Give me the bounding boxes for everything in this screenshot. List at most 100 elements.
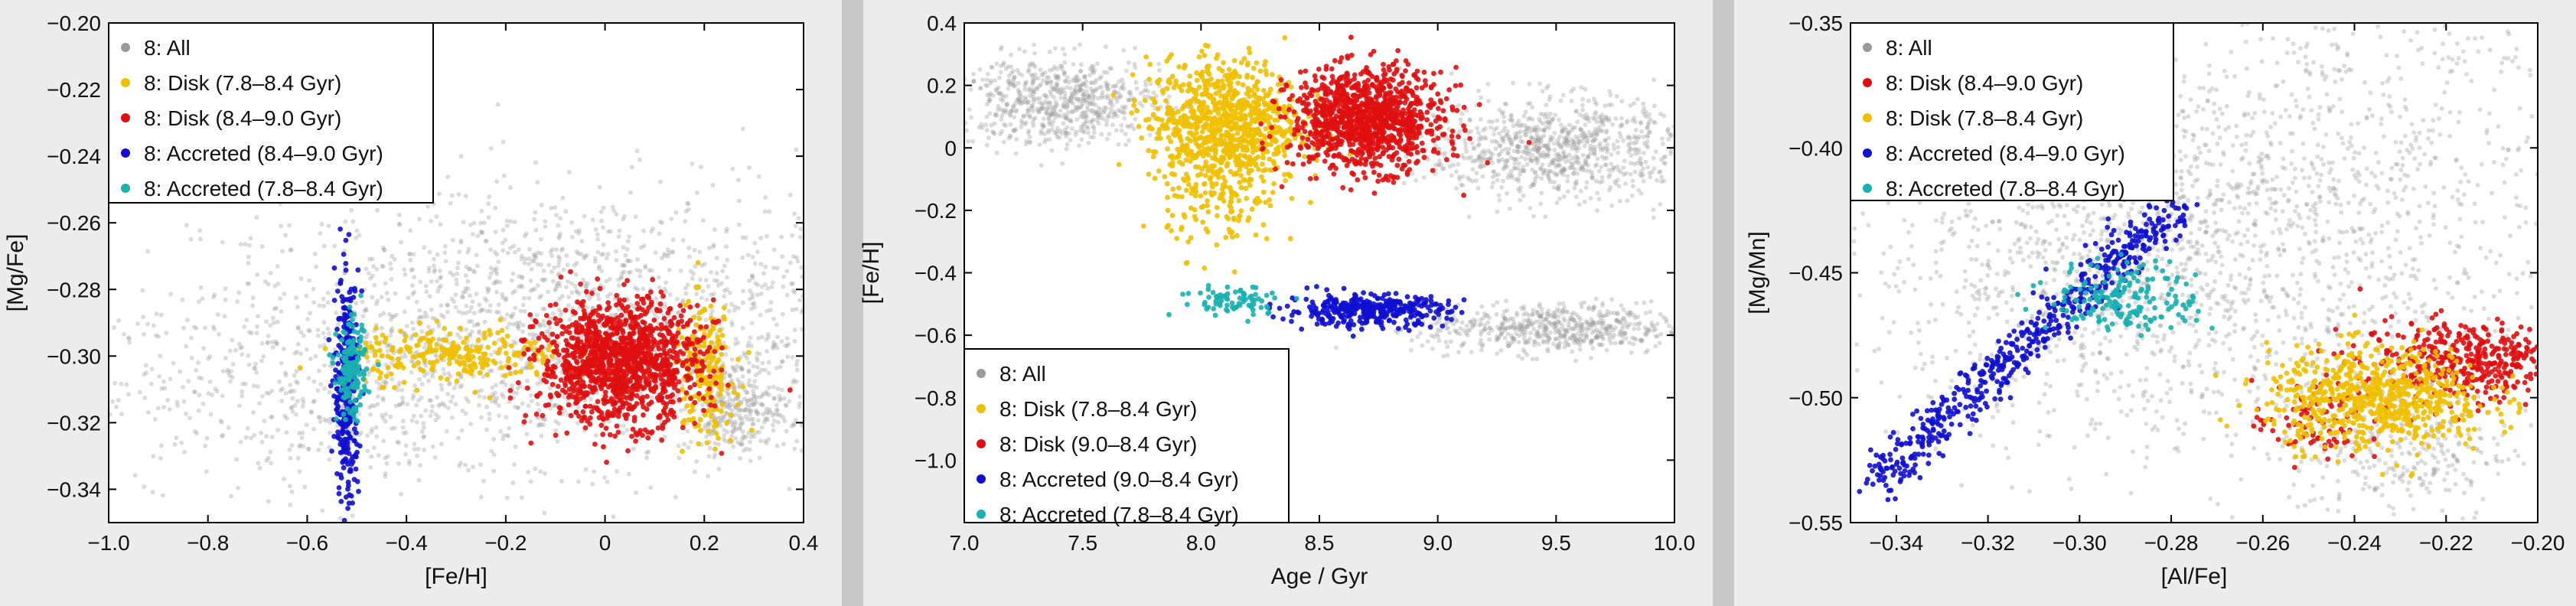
point	[1088, 135, 1094, 140]
point	[671, 414, 677, 420]
point	[194, 325, 199, 331]
point	[278, 296, 283, 301]
point	[690, 276, 695, 281]
point	[539, 262, 543, 268]
point	[771, 418, 777, 423]
point	[1075, 106, 1081, 112]
point	[416, 398, 422, 403]
point	[382, 339, 388, 345]
point	[380, 396, 386, 401]
point	[558, 216, 563, 221]
point	[627, 363, 632, 369]
point	[724, 410, 729, 415]
point	[341, 464, 347, 471]
point	[229, 494, 233, 499]
point	[800, 308, 804, 313]
point	[720, 417, 726, 422]
point	[574, 288, 579, 293]
point	[455, 371, 461, 376]
point	[504, 495, 510, 500]
point	[439, 283, 443, 288]
point	[372, 353, 378, 358]
point	[781, 415, 786, 420]
point	[660, 425, 666, 432]
point	[520, 284, 525, 289]
point	[613, 390, 619, 396]
point	[600, 363, 606, 370]
point	[341, 411, 347, 417]
point	[1088, 86, 1094, 91]
point	[301, 333, 306, 338]
point	[576, 405, 581, 410]
point	[574, 360, 580, 366]
point	[457, 249, 462, 255]
pane-divider-2[interactable]	[1713, 0, 1734, 606]
point	[261, 354, 266, 359]
point	[659, 382, 665, 387]
point	[184, 223, 189, 228]
point	[370, 273, 375, 279]
point	[266, 282, 271, 287]
point	[1072, 88, 1078, 93]
point	[596, 318, 602, 324]
point	[353, 466, 359, 472]
point	[774, 408, 780, 413]
point	[1098, 112, 1104, 118]
point	[774, 322, 779, 327]
point	[706, 344, 712, 350]
point	[676, 379, 682, 385]
point	[758, 262, 764, 267]
point	[657, 352, 664, 358]
point	[593, 226, 598, 232]
point	[1094, 61, 1100, 67]
point	[698, 377, 704, 383]
point	[787, 192, 793, 197]
point	[311, 399, 316, 405]
point	[676, 357, 681, 363]
point	[484, 362, 490, 368]
point	[664, 394, 670, 400]
point	[781, 441, 786, 447]
point	[297, 469, 302, 474]
point	[526, 262, 531, 266]
point	[493, 400, 498, 406]
point	[539, 203, 544, 207]
point	[786, 341, 791, 347]
point	[523, 412, 529, 419]
point	[289, 406, 294, 411]
point	[402, 350, 407, 356]
point	[1094, 86, 1099, 92]
point	[343, 261, 349, 266]
point	[556, 360, 560, 365]
point	[752, 301, 757, 306]
point	[562, 308, 569, 313]
point	[621, 431, 625, 435]
point	[390, 326, 395, 331]
point	[290, 396, 295, 401]
point	[510, 311, 516, 317]
point	[784, 292, 790, 298]
point	[154, 311, 159, 317]
point	[331, 265, 337, 271]
point	[1064, 130, 1069, 135]
point	[996, 103, 1001, 109]
point	[770, 413, 775, 419]
point	[748, 458, 753, 464]
point	[656, 397, 662, 403]
pane-divider-1[interactable]	[842, 0, 863, 606]
point	[795, 259, 801, 264]
point	[344, 340, 351, 346]
point	[727, 402, 732, 406]
point	[623, 252, 628, 258]
point	[742, 350, 746, 356]
point	[988, 91, 993, 96]
point	[602, 389, 608, 395]
point	[363, 340, 369, 346]
point	[623, 318, 628, 324]
point	[670, 249, 675, 255]
point	[214, 389, 220, 394]
point	[774, 334, 780, 340]
point	[762, 367, 768, 373]
point	[271, 320, 276, 325]
point	[519, 253, 524, 259]
